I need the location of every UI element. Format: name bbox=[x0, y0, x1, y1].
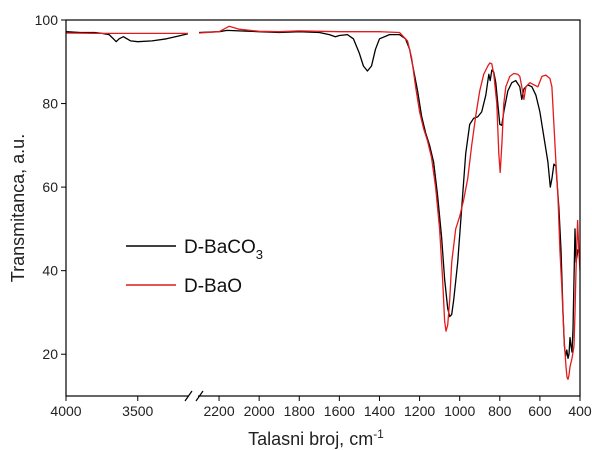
legend-label-d-bao: D-BaO bbox=[184, 276, 242, 297]
x-axis-ticks: 4000 3500 2200 2000 1800 1600 1400 1200 1000 800 6… bbox=[50, 396, 592, 419]
series-line-d-baco3 bbox=[66, 29, 580, 360]
x-tick-label: 2200 bbox=[203, 403, 234, 419]
y-tick-label: 20 bbox=[42, 346, 58, 362]
x-tick-label: 2000 bbox=[244, 403, 275, 419]
x-tick-label: 1000 bbox=[444, 403, 475, 419]
y-tick-label: 60 bbox=[42, 179, 58, 195]
plot-frame bbox=[65, 19, 581, 397]
axis-break-marker bbox=[184, 390, 204, 402]
x-tick-label: 1200 bbox=[404, 403, 435, 419]
x-tick-label: 1600 bbox=[324, 403, 355, 419]
legend-label-d-baco3: D-BaCO3 bbox=[184, 237, 263, 262]
x-tick-label: 3500 bbox=[122, 403, 153, 419]
x-tick-label: 1400 bbox=[364, 403, 395, 419]
series-line-d-bao bbox=[66, 25, 580, 380]
y-tick-label: 80 bbox=[42, 96, 58, 112]
x-tick-label: 600 bbox=[528, 403, 552, 419]
y-tick-label: 100 bbox=[35, 12, 59, 28]
legend: D-BaCO3 D-BaO bbox=[126, 237, 263, 297]
x-tick-label: 400 bbox=[568, 403, 592, 419]
y-axis-ticks: 20 40 60 80 100 bbox=[35, 12, 66, 362]
x-tick-label: 4000 bbox=[50, 403, 81, 419]
x-tick-label: 800 bbox=[488, 403, 512, 419]
x-axis-title: Talasni broj, cm-1 bbox=[248, 427, 384, 449]
x-tick-label: 1800 bbox=[284, 403, 315, 419]
y-tick-label: 40 bbox=[42, 263, 58, 279]
y-axis-title: Transmitanca, a.u. bbox=[8, 134, 28, 282]
